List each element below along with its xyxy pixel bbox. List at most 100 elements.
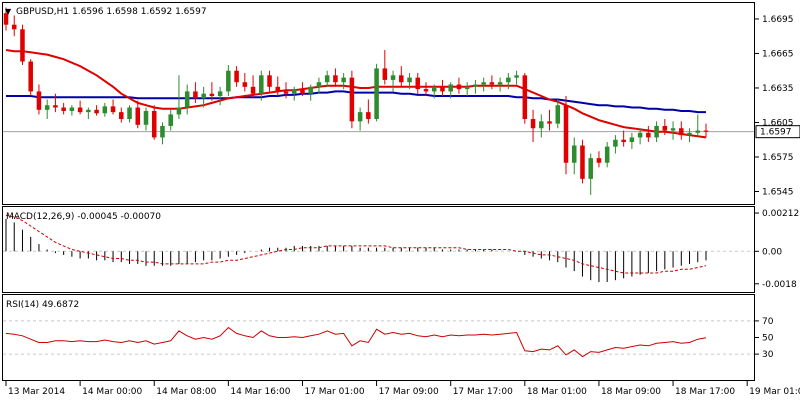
candle-body-bear xyxy=(530,119,536,129)
candle-body-bull xyxy=(431,86,437,92)
candle-body-bull xyxy=(217,91,223,97)
candle-body-bear xyxy=(563,105,569,163)
candle-body-bear xyxy=(703,130,709,132)
rsi-panel-frame xyxy=(2,294,755,381)
candle-body-bear xyxy=(366,112,371,120)
candle-body-bull xyxy=(506,77,511,83)
candle-body-bear xyxy=(547,121,552,124)
candle-body-bear xyxy=(28,61,33,92)
time-tick-label: 18 Mar 17:00 xyxy=(675,387,735,397)
price-tick-label: 1.6665 xyxy=(762,49,794,59)
macd-histogram-group xyxy=(5,218,707,282)
ma-slow-line-group xyxy=(6,90,706,114)
candle-body-bull xyxy=(539,121,544,129)
ma-slow-line xyxy=(6,90,706,114)
candle-body-bear xyxy=(151,110,157,138)
last-price-box xyxy=(755,125,800,139)
candle-body-bear xyxy=(662,125,668,131)
candle-body-bull xyxy=(390,75,396,80)
dropdown-triangle-icon[interactable]: ▼ xyxy=(5,7,12,16)
rsi-axis: 70 50 30 xyxy=(755,317,774,360)
candle-body-bear xyxy=(283,91,289,94)
candle-body-bear xyxy=(300,89,305,94)
rsi-tick-label: 50 xyxy=(762,334,774,344)
candle-body-bull xyxy=(473,84,478,87)
candle-body-bear xyxy=(456,84,462,90)
candle-body-bear xyxy=(440,86,445,92)
time-tick-label: 17 Mar 09:00 xyxy=(379,387,439,397)
candle-body-bear xyxy=(580,145,585,179)
candle-body-bull xyxy=(588,158,593,179)
candle-body-bear xyxy=(275,86,281,92)
candle-body-bear xyxy=(333,75,338,83)
candle-body-bear xyxy=(53,105,58,108)
ma-fast-line xyxy=(5,49,707,139)
candle-body-bull xyxy=(571,145,577,163)
macd-axis: 0.00212 0.00 -0.0018 xyxy=(755,209,799,290)
time-tick-label: 17 Mar 17:00 xyxy=(453,387,513,397)
rsi-line xyxy=(5,326,707,358)
macd-tick-label: -0.0018 xyxy=(762,280,797,290)
time-tick-label: 14 Mar 16:00 xyxy=(230,387,290,397)
candle-body-bear xyxy=(489,82,495,85)
candle-body-bull xyxy=(670,128,676,131)
candle-body-bull xyxy=(324,75,330,83)
price-tick-label: 1.6605 xyxy=(762,118,794,128)
candle-body-bull xyxy=(695,130,701,133)
candle-body-bull xyxy=(259,75,264,94)
candle-body-bear xyxy=(94,109,99,114)
price-tick-label: 1.6575 xyxy=(762,153,794,163)
candle-body-bull xyxy=(69,107,75,111)
candle-body-bear xyxy=(11,24,17,30)
candle-body-bear xyxy=(3,13,9,25)
candle-body-bear xyxy=(621,139,626,143)
price-panel-frame xyxy=(2,2,755,205)
candle-body-bull xyxy=(176,107,182,115)
candle-body-bear xyxy=(234,70,239,83)
macd-signal-line xyxy=(5,214,707,274)
candle-body-bull xyxy=(637,132,643,138)
candle-body-bear xyxy=(77,107,83,113)
macd-signal-group xyxy=(5,214,707,274)
candle-body-bull xyxy=(184,91,190,108)
candle-body-bull xyxy=(555,105,561,124)
candle-body-bear xyxy=(399,75,404,83)
rsi-line-group xyxy=(5,326,707,358)
candle-body-bull xyxy=(226,70,231,92)
candle-body-bear xyxy=(250,86,256,94)
time-tick-label: 19 Mar 01:00 xyxy=(749,387,800,397)
candle-body-bull xyxy=(604,146,610,163)
macd-label: MACD(12,26,9) -0.00045 -0.00070 xyxy=(6,212,161,222)
candle-body-bull xyxy=(201,93,206,99)
candle-body-bull xyxy=(160,125,165,138)
candle-body-bull xyxy=(687,132,692,136)
candle-body-bear xyxy=(415,77,421,90)
candle-body-bull xyxy=(341,77,346,83)
candle-body-bull xyxy=(481,82,486,85)
candle-body-bull xyxy=(654,125,659,138)
candle-body-bear xyxy=(242,82,248,87)
price-axis: 1.6695 1.6665 1.6635 1.6605 1.6575 1.6545 1.65… xyxy=(755,15,800,197)
rsi-tick-label: 70 xyxy=(762,317,774,327)
candle-body-bull xyxy=(86,109,91,113)
candle-body-bear xyxy=(267,75,272,87)
time-tick-label: 14 Mar 08:00 xyxy=(156,387,216,397)
candle-body-bear xyxy=(209,93,215,97)
time-tick-label: 18 Mar 01:00 xyxy=(527,387,587,397)
candle-body-bull xyxy=(308,86,313,94)
candle-body-bear xyxy=(193,91,198,99)
candle-body-bear xyxy=(382,68,388,80)
candle-body-bull xyxy=(497,82,503,85)
ma-fast-line-group xyxy=(5,49,707,139)
rsi-tick-label: 30 xyxy=(762,350,774,360)
rsi-grid xyxy=(3,320,754,355)
candle-body-bull xyxy=(374,68,379,120)
macd-tick-label: 0.00212 xyxy=(762,209,799,219)
candle-body-bear xyxy=(423,89,429,92)
time-tick-label: 13 Mar 2014 xyxy=(8,387,65,397)
candle-body-bear xyxy=(646,132,651,138)
time-axis: 13 Mar 2014 14 Mar 00:00 14 Mar 08:00 14 Ma… xyxy=(5,381,800,397)
candle-body-bear xyxy=(20,29,25,62)
candle-body-bull xyxy=(127,107,132,120)
candle-body-bear xyxy=(36,91,42,110)
